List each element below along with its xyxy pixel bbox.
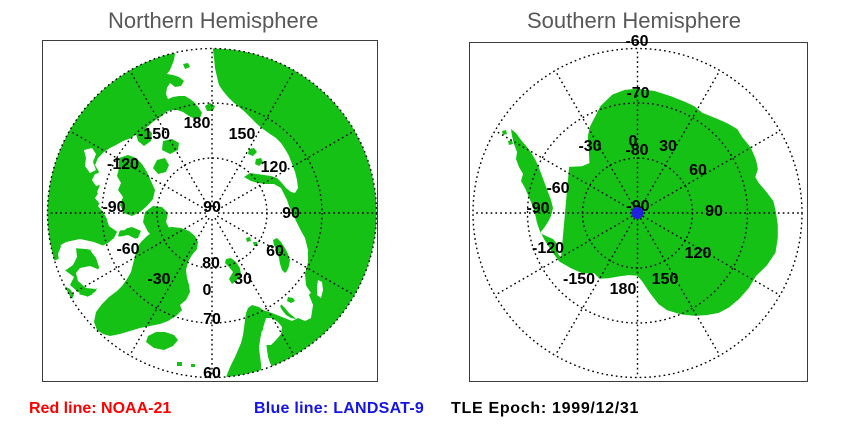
svg-text:0: 0	[629, 133, 638, 150]
svg-text:-120: -120	[532, 240, 564, 257]
svg-text:60: 60	[266, 243, 284, 260]
svg-text:-90: -90	[526, 200, 549, 217]
svg-text:60: 60	[689, 162, 707, 179]
svg-text:-150: -150	[563, 271, 595, 288]
svg-text:180: 180	[184, 115, 211, 132]
svg-text:90: 90	[282, 205, 300, 222]
svg-text:120: 120	[261, 159, 288, 176]
svg-text:-150: -150	[138, 126, 170, 143]
svg-text:-120: -120	[107, 156, 139, 173]
svg-text:-60: -60	[625, 33, 648, 50]
svg-text:150: 150	[229, 126, 256, 143]
svg-text:-30: -30	[578, 138, 601, 155]
svg-text:-60: -60	[116, 241, 139, 258]
svg-text:80: 80	[202, 255, 220, 272]
svg-text:-60: -60	[546, 180, 569, 197]
svg-text:60: 60	[203, 365, 221, 382]
svg-text:120: 120	[685, 245, 712, 262]
svg-text:70: 70	[203, 311, 221, 328]
svg-text:0: 0	[203, 282, 212, 299]
svg-text:30: 30	[659, 138, 677, 155]
svg-text:-80: -80	[625, 142, 648, 159]
svg-text:150: 150	[652, 271, 679, 288]
svg-text:-90: -90	[102, 199, 125, 216]
svg-text:90: 90	[705, 203, 723, 220]
svg-text:-70: -70	[626, 85, 649, 102]
svg-text:90: 90	[203, 199, 221, 216]
svg-text:-30: -30	[147, 271, 170, 288]
svg-text:30: 30	[234, 271, 252, 288]
svg-text:180: 180	[610, 281, 637, 298]
